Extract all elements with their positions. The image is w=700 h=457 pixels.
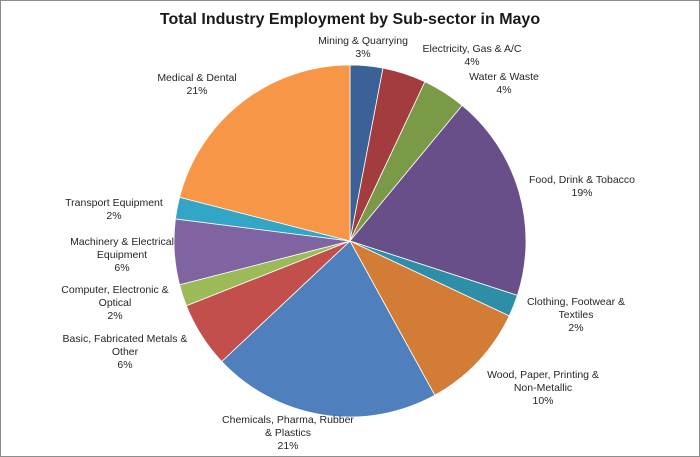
slice-label-11: Medical & Dental 21%: [157, 72, 236, 97]
slice-percent-label: 2%: [107, 310, 122, 322]
slice-percent-label: 4%: [464, 56, 479, 68]
slice-percent-label: 4%: [496, 84, 511, 96]
slice-percent-label: 21%: [277, 440, 298, 452]
pie-slice-3: [349, 104, 527, 296]
slice-label-9: Machinery & Electrical Equipment 6%: [70, 236, 174, 274]
slice-label-0: Mining & Quarrying 3%: [318, 35, 408, 60]
slice-label-7: Basic, Fabricated Metals & Other 6%: [63, 333, 188, 371]
slice-percent-label: 6%: [117, 359, 132, 371]
slice-name-line: Food, Drink & Tobacco: [529, 174, 635, 186]
slice-percent-label: 2%: [568, 322, 583, 334]
pie-slice-6: [221, 240, 436, 418]
slice-label-6: Chemicals, Pharma, Rubber & Plastics 21%: [222, 414, 354, 452]
slice-percent-label: 19%: [571, 187, 592, 199]
slice-name-line: Machinery & Electrical: [70, 236, 174, 248]
slice-name-line: Optical: [99, 297, 132, 309]
slice-label-5: Wood, Paper, Printing & Non-Metallic 10%: [487, 369, 599, 407]
slice-name-line: Non-Metallic: [514, 382, 572, 394]
slice-name-line: Basic, Fabricated Metals &: [63, 333, 188, 345]
slice-name-line: Electricity, Gas & A/C: [423, 43, 522, 55]
slice-name-line: Clothing, Footwear &: [527, 296, 625, 308]
slice-label-10: Transport Equipment 2%: [65, 197, 163, 222]
slice-name-line: Mining & Quarrying: [318, 35, 408, 47]
slice-name-line: Wood, Paper, Printing &: [487, 369, 599, 381]
slice-name-line: Computer, Electronic &: [61, 284, 168, 296]
slice-label-1: Electricity, Gas & A/C 4%: [423, 43, 522, 68]
slice-percent-label: 10%: [532, 395, 553, 407]
slice-percent-label: 6%: [114, 262, 129, 274]
pie-slices: [173, 64, 527, 418]
slice-name-line: Chemicals, Pharma, Rubber: [222, 414, 354, 426]
slice-percent-label: 21%: [186, 85, 207, 97]
slice-percent-label: 3%: [355, 48, 370, 60]
slice-name-line: Medical & Dental: [157, 72, 236, 84]
slice-name-line: Equipment: [97, 249, 147, 261]
slice-label-4: Clothing, Footwear & Textiles 2%: [527, 296, 625, 334]
pie-slice-5: [349, 240, 510, 396]
slice-label-2: Water & Waste 4%: [469, 71, 539, 96]
slice-label-3: Food, Drink & Tobacco 19%: [529, 174, 635, 199]
slice-name-line: Transport Equipment: [65, 197, 163, 209]
slice-name-line: & Plastics: [265, 427, 311, 439]
slice-name-line: Water & Waste: [469, 71, 539, 83]
chart-title: Total Industry Employment by Sub-sector …: [160, 11, 540, 28]
slice-percent-label: 2%: [106, 210, 121, 222]
pie-slice-11: [179, 64, 351, 242]
slice-label-8: Computer, Electronic & Optical 2%: [61, 284, 168, 322]
slice-name-line: Textiles: [558, 309, 593, 321]
slice-name-line: Other: [112, 346, 139, 358]
slice-labels: Mining & Quarrying 3% Electricity, Gas & A…: [61, 35, 635, 452]
